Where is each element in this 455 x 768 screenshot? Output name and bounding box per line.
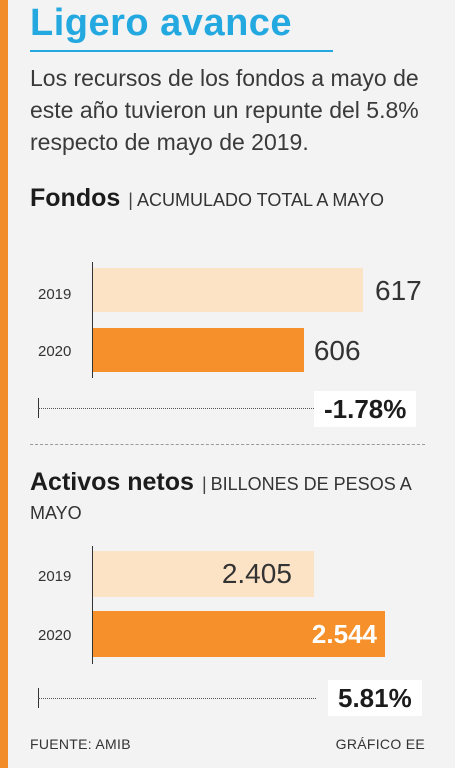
fondos-bar-2019 <box>93 268 363 312</box>
fondos-category-2020: 2020 <box>38 343 72 360</box>
fondos-value-2020: 606 <box>313 335 361 366</box>
activos-subtitle: BILLONES DE PESOS A MAYO <box>30 474 411 523</box>
fondos-change-label: -1.78% <box>314 391 417 427</box>
fondos-axis <box>92 262 93 378</box>
intro-text: Los recursos de los fondos a mayo de est… <box>30 65 419 155</box>
activos-axis <box>92 546 93 664</box>
footer-credit: GRÁFICO EE <box>335 736 425 752</box>
section-divider <box>30 444 425 445</box>
fondos-change-line <box>38 408 316 410</box>
accent-bar <box>0 0 8 768</box>
footer-source: FUENTE: AMIB <box>30 736 131 752</box>
activos-value-2020: 2.544 <box>311 619 377 649</box>
activos-title: Activos netos <box>30 468 194 496</box>
activos-change-line <box>38 698 316 700</box>
fondos-bar-2020 <box>93 328 304 372</box>
activos-category-2020: 2020 <box>38 627 72 644</box>
activos-heading: Activos netos | BILLONES DE PESOS A MAYO <box>30 468 425 528</box>
fondos-heading: Fondos | ACUMULADO TOTAL A MAYO <box>30 184 425 215</box>
heading-separator: | <box>201 474 207 494</box>
fondos-title: Fondos <box>30 184 121 212</box>
activos-bar-2019 <box>93 551 314 597</box>
fondos-subtitle: ACUMULADO TOTAL A MAYO <box>136 190 385 210</box>
activos-bar-2020 <box>93 611 385 657</box>
activos-change-label: 5.81% <box>328 680 422 716</box>
fondos-category-2019: 2019 <box>38 286 72 303</box>
activos-value-2019: 2.405 <box>221 558 292 589</box>
activos-category-2019: 2019 <box>38 568 72 585</box>
fondos-value-2019: 617 <box>375 275 422 306</box>
heading-separator: | <box>128 190 133 210</box>
page-title: Ligero avance <box>30 2 293 44</box>
title-underline <box>30 50 333 52</box>
